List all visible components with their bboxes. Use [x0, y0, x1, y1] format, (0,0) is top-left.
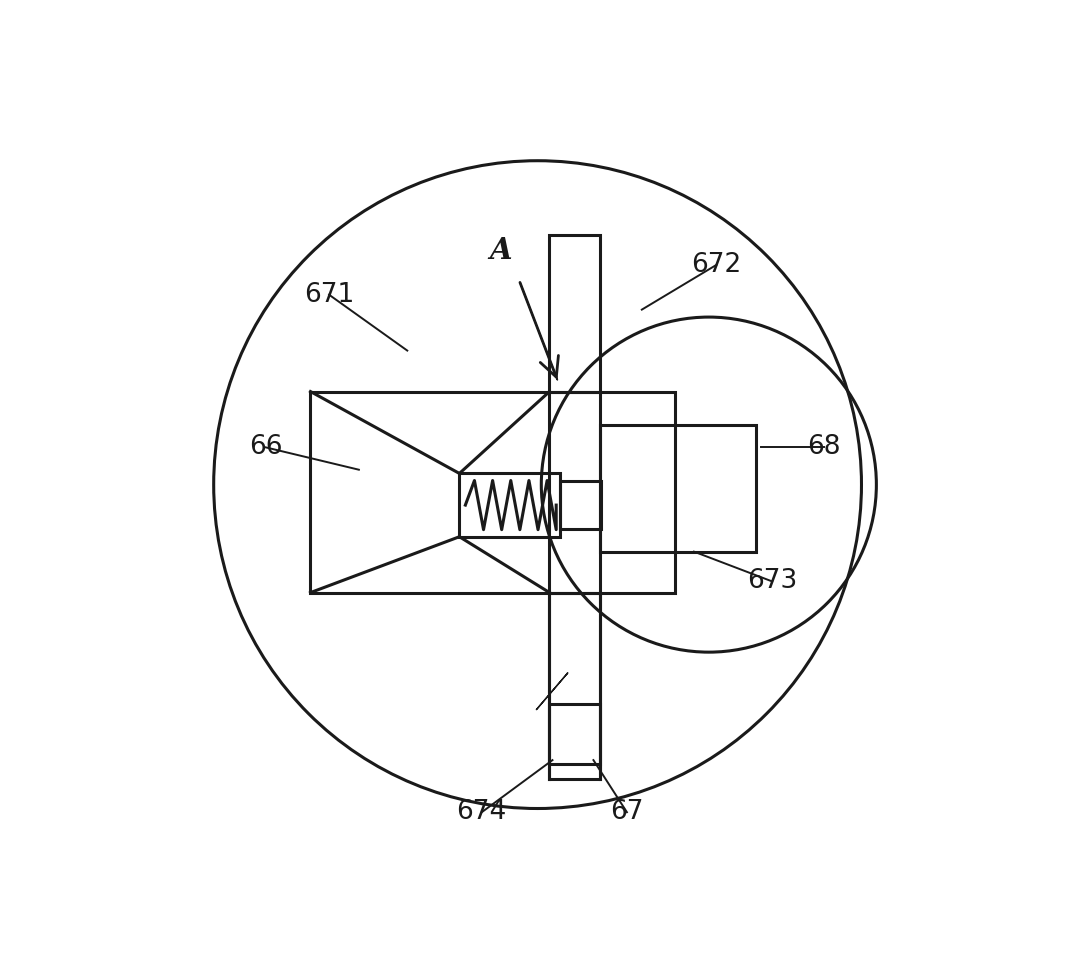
Bar: [459, 474, 559, 537]
Bar: [559, 481, 600, 529]
Bar: [310, 392, 675, 593]
Bar: [550, 593, 600, 778]
Bar: [600, 425, 757, 551]
Text: 674: 674: [457, 800, 507, 825]
Text: 67: 67: [610, 800, 644, 825]
Text: 672: 672: [691, 252, 742, 278]
Text: 68: 68: [807, 434, 841, 460]
Bar: [550, 235, 600, 392]
Text: A: A: [489, 236, 512, 265]
Text: 673: 673: [747, 569, 798, 595]
Text: 671: 671: [304, 281, 355, 308]
Bar: [550, 704, 600, 764]
Text: 66: 66: [249, 434, 282, 460]
